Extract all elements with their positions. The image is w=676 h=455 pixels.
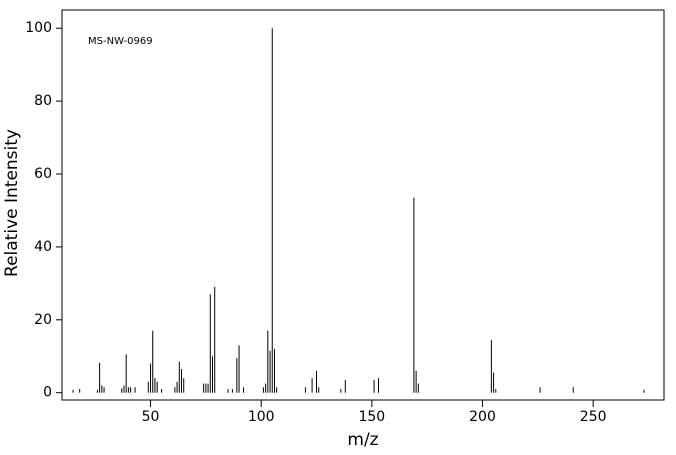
x-tick-label: 100 bbox=[248, 409, 275, 425]
y-tick-label: 0 bbox=[43, 385, 52, 401]
x-tick-label: 250 bbox=[580, 409, 607, 425]
x-tick-label: 150 bbox=[358, 409, 385, 425]
x-tick-label: 200 bbox=[469, 409, 496, 425]
y-tick-label: 80 bbox=[34, 93, 52, 109]
y-tick-label: 40 bbox=[34, 239, 52, 255]
x-tick-label: 50 bbox=[142, 409, 160, 425]
x-axis-label: m/z bbox=[347, 430, 378, 450]
annotation: MS-NW-0969 bbox=[88, 36, 153, 47]
y-tick-label: 20 bbox=[34, 312, 52, 328]
y-axis-label: Relative Intensity bbox=[2, 129, 22, 277]
plot-frame bbox=[61, 9, 665, 401]
y-tick-label: 100 bbox=[25, 20, 52, 36]
y-tick-label: 60 bbox=[34, 166, 52, 182]
